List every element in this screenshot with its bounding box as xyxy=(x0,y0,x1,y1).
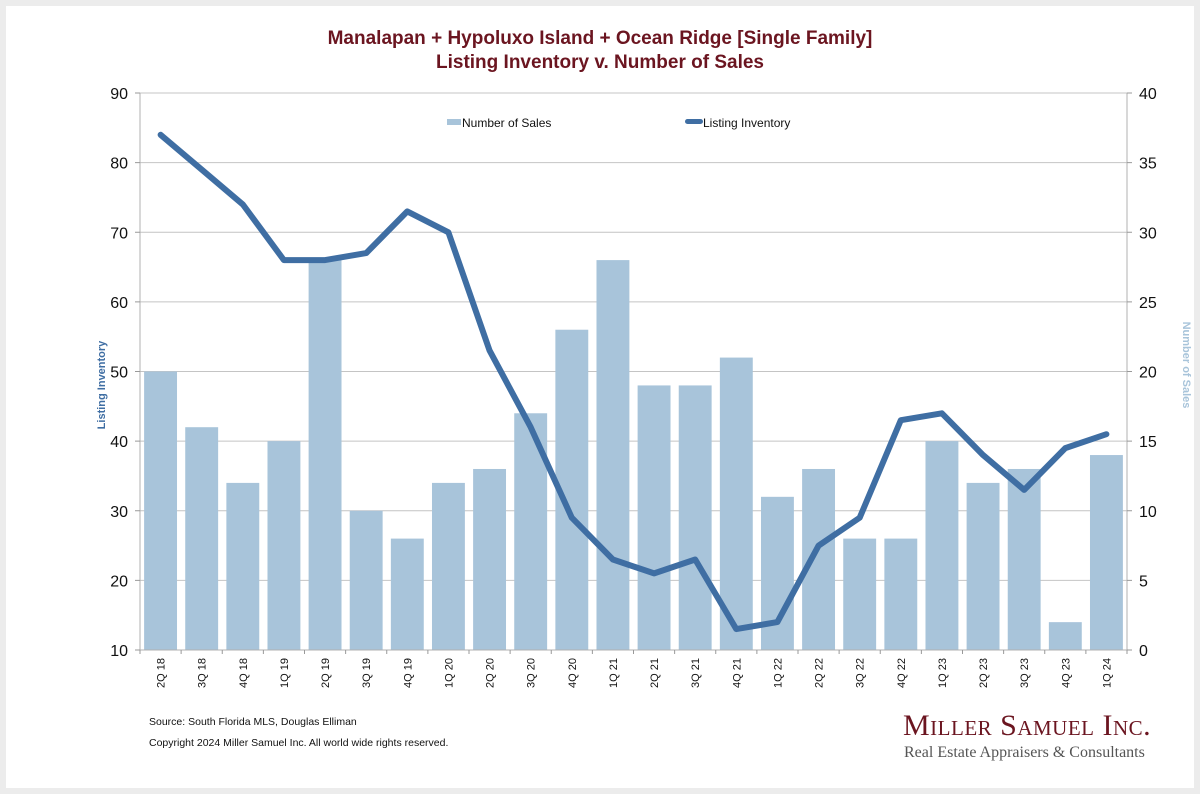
listing-inventory-line xyxy=(157,131,1110,633)
chart-title-line1: Manalapan + Hypoluxo Island + Ocean Ridg… xyxy=(327,28,873,49)
x-tick-label: 3Q 19 xyxy=(361,658,373,688)
bar-1q19 xyxy=(267,441,301,650)
line-series-listing-inventory xyxy=(157,131,1110,633)
legend-label-listing-inventory: Listing Inventory xyxy=(703,116,790,130)
bar-1q20 xyxy=(431,482,465,650)
bar-4q22 xyxy=(884,538,918,650)
y-axis-right-label: Number of Sales xyxy=(1180,322,1192,409)
x-tick-label: 1Q 23 xyxy=(937,658,949,688)
y-left-tick-label: 20 xyxy=(110,573,128,590)
y-left-tick-label: 30 xyxy=(110,504,128,521)
y-left-tick-label: 10 xyxy=(110,643,128,660)
legend: Number of Sales Listing Inventory xyxy=(447,116,790,130)
bar-1q21 xyxy=(596,260,630,650)
legend-swatch-number-of-sales xyxy=(447,119,461,125)
copyright-note: Copyright 2024 Miller Samuel Inc. All wo… xyxy=(149,737,449,749)
x-tick-label: 3Q 20 xyxy=(526,658,538,688)
x-tick-label: 1Q 20 xyxy=(443,658,455,688)
x-tick-label: 4Q 19 xyxy=(402,658,414,688)
x-tick-label: 4Q 18 xyxy=(238,658,250,688)
x-tick-label: 1Q 24 xyxy=(1101,658,1113,688)
y-left-tick-label: 70 xyxy=(110,225,128,242)
bar-2q22 xyxy=(802,468,836,650)
y-right-tick-label: 15 xyxy=(1139,434,1157,451)
bar-3q22 xyxy=(843,538,877,650)
x-tick-label: 4Q 22 xyxy=(896,658,908,688)
y-axis-left-label: Listing Inventory xyxy=(96,340,108,430)
x-tick-label: 2Q 20 xyxy=(485,658,497,688)
y-right-tick-label: 10 xyxy=(1139,504,1157,521)
x-tick-label: 2Q 23 xyxy=(978,658,990,688)
bar-4q23 xyxy=(1048,622,1082,650)
x-tick-label: 1Q 21 xyxy=(608,658,620,688)
gridlines xyxy=(140,92,1127,651)
x-tick-label: 4Q 20 xyxy=(567,658,579,688)
y-left-tick-label: 60 xyxy=(110,295,128,312)
y-left-tick-label: 90 xyxy=(110,86,128,103)
x-tick-label: 2Q 19 xyxy=(320,658,332,688)
x-axis-ticks xyxy=(139,650,1128,654)
x-tick-label: 2Q 22 xyxy=(814,658,826,688)
y-right-tick-label: 30 xyxy=(1139,225,1157,242)
bar-series-number-of-sales xyxy=(144,260,1123,650)
chart-title: Manalapan + Hypoluxo Island + Ocean Ridg… xyxy=(0,27,1200,75)
y-axis-right-ticks: 0 5 10 15 20 25 30 35 40 xyxy=(1127,86,1157,660)
y-right-tick-label: 0 xyxy=(1139,643,1148,660)
bar-3q19 xyxy=(349,510,383,650)
x-tick-label: 3Q 23 xyxy=(1019,658,1031,688)
x-tick-label: 1Q 22 xyxy=(772,658,784,688)
y-right-tick-label: 40 xyxy=(1139,86,1157,103)
y-left-tick-label: 80 xyxy=(110,156,128,173)
x-tick-label: 1Q 19 xyxy=(279,658,291,688)
bar-2q19 xyxy=(308,260,342,650)
x-tick-label: 3Q 22 xyxy=(855,658,867,688)
legend-swatch-listing-inventory xyxy=(685,119,703,124)
legend-label-number-of-sales: Number of Sales xyxy=(462,116,551,130)
y-right-tick-label: 35 xyxy=(1139,156,1157,173)
x-tick-label: 3Q 18 xyxy=(197,658,209,688)
bar-4q18 xyxy=(226,482,260,650)
bar-4q21 xyxy=(719,357,753,650)
x-tick-label: 4Q 21 xyxy=(731,658,743,688)
y-right-tick-label: 20 xyxy=(1139,365,1157,382)
bar-2q18 xyxy=(144,371,178,650)
bar-1q24 xyxy=(1089,455,1123,650)
company-logo-tagline: Real Estate Appraisers & Consultants xyxy=(904,744,1145,761)
x-tick-label: 2Q 18 xyxy=(156,658,168,688)
bar-2q20 xyxy=(473,468,507,650)
y-right-tick-label: 25 xyxy=(1139,295,1157,312)
y-left-tick-label: 40 xyxy=(110,434,128,451)
bar-1q23 xyxy=(925,441,959,650)
bar-3q23 xyxy=(1007,468,1041,650)
x-tick-label: 2Q 21 xyxy=(649,658,661,688)
x-axis-labels: 2Q 18 3Q 18 4Q 18 1Q 19 2Q 19 3Q 19 4Q 19 1Q 20… xyxy=(156,658,1114,688)
company-logo-name: Miller Samuel Inc. xyxy=(903,709,1152,742)
x-tick-label: 4Q 23 xyxy=(1060,658,1072,688)
source-note: Source: South Florida MLS, Douglas Ellim… xyxy=(149,716,357,728)
bar-2q23 xyxy=(966,482,1000,650)
y-axis-left-ticks: 10 20 30 40 50 60 70 80 90 xyxy=(110,86,140,660)
bar-2q21 xyxy=(637,385,671,650)
y-right-tick-label: 5 xyxy=(1139,573,1148,590)
y-left-tick-label: 50 xyxy=(110,365,128,382)
chart-title-line2: Listing Inventory v. Number of Sales xyxy=(436,52,764,73)
bar-4q19 xyxy=(390,538,424,650)
bar-3q18 xyxy=(185,427,219,650)
bar-3q21 xyxy=(678,385,712,650)
x-tick-label: 3Q 21 xyxy=(690,658,702,688)
